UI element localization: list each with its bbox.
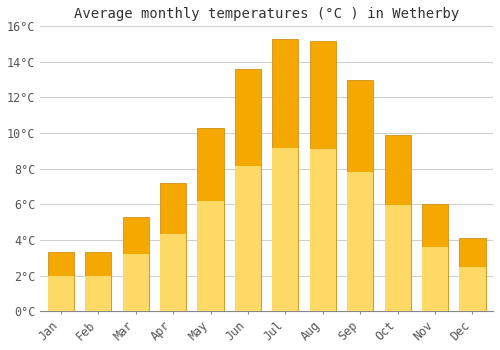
Bar: [198, 201, 224, 311]
Bar: [160, 183, 186, 311]
Bar: [198, 128, 224, 311]
Bar: [85, 252, 112, 311]
Bar: [384, 135, 410, 311]
Bar: [310, 149, 336, 311]
Bar: [160, 234, 186, 311]
Bar: [122, 254, 149, 311]
Bar: [460, 238, 485, 311]
Title: Average monthly temperatures (°C ) in Wetherby: Average monthly temperatures (°C ) in We…: [74, 7, 460, 21]
Bar: [85, 276, 112, 311]
Bar: [422, 204, 448, 311]
Bar: [272, 39, 298, 311]
Bar: [347, 172, 374, 311]
Bar: [272, 148, 298, 311]
Bar: [422, 247, 448, 311]
Bar: [48, 252, 74, 311]
Bar: [460, 267, 485, 311]
Bar: [384, 205, 410, 311]
Bar: [310, 41, 336, 311]
Bar: [48, 276, 74, 311]
Bar: [235, 69, 261, 311]
Bar: [122, 217, 149, 311]
Bar: [347, 80, 374, 311]
Bar: [235, 166, 261, 311]
